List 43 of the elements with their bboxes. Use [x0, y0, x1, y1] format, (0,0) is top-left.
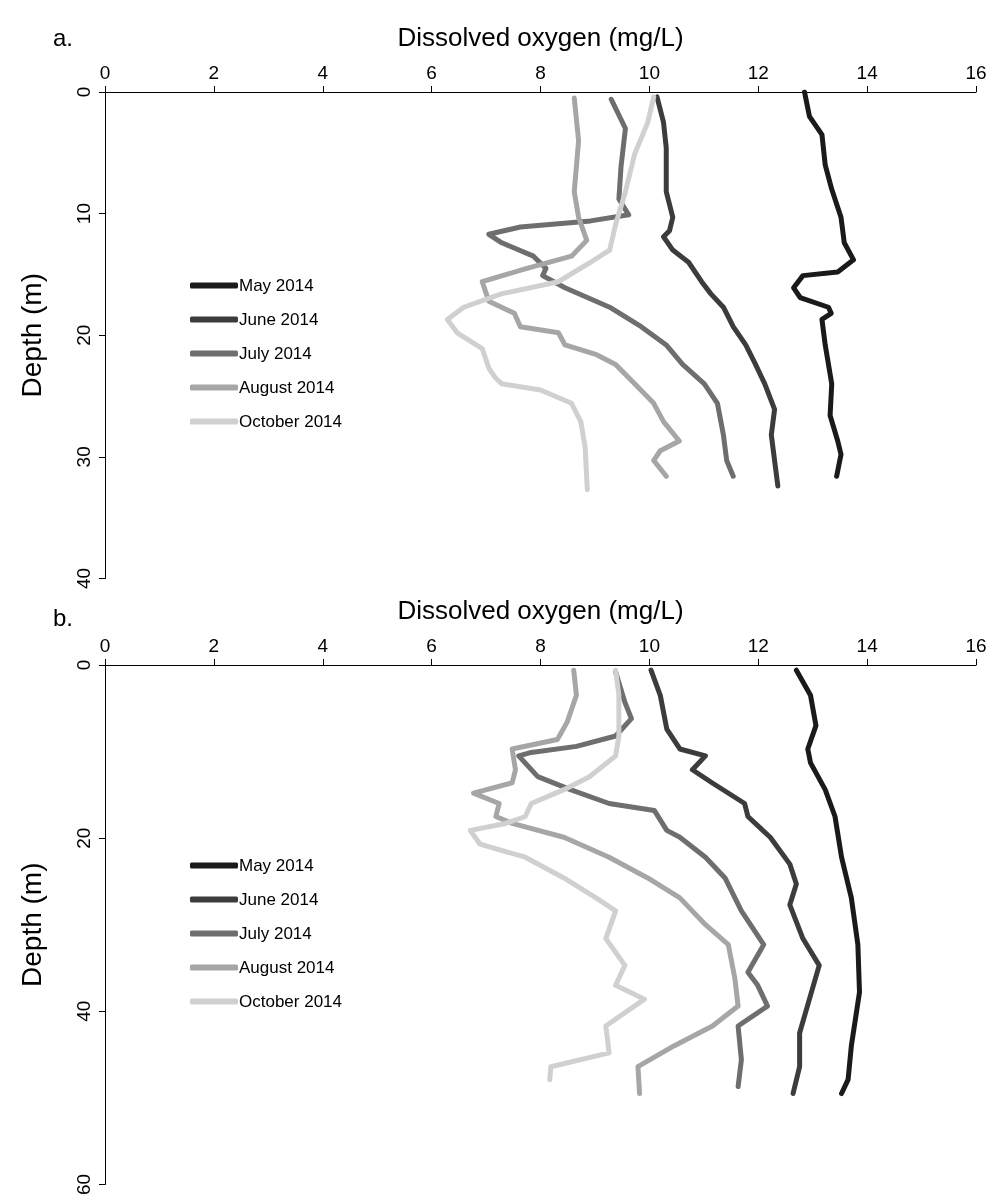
x-tick-label: 14	[856, 62, 879, 83]
legend-label: June 2014	[239, 310, 319, 329]
x-tick-label: 0	[99, 62, 111, 83]
chart-title: b.	[53, 603, 74, 631]
x-tick-label: 12	[747, 635, 769, 656]
x-tick-label: 4	[317, 635, 329, 656]
chart-title: a.	[53, 23, 74, 51]
y-tick-label: 0	[73, 86, 94, 98]
x-tick-label: 0	[99, 635, 111, 656]
x-tick-label: 6	[426, 62, 437, 83]
legend-label: May 2014	[239, 856, 314, 875]
x-tick-label: 8	[535, 635, 546, 656]
x-tick-label: 16	[965, 635, 987, 656]
x-tick-label: 16	[965, 62, 987, 83]
legend-label: May 2014	[239, 276, 314, 295]
y-tick-label: 30	[73, 446, 94, 468]
legend-label: October 2014	[239, 412, 343, 431]
y-tick-label: 20	[73, 324, 94, 346]
y-axis-title: Depth (m)	[15, 272, 47, 398]
legend-label: August 2014	[239, 958, 335, 977]
y-tick-label: 40	[73, 567, 94, 589]
y-tick-label: 0	[73, 659, 94, 671]
legend-label: July 2014	[239, 924, 312, 943]
y-axis-title: Depth (m)	[15, 862, 47, 987]
x-tick-label: 8	[535, 62, 546, 83]
y-tick-label: 10	[73, 203, 94, 225]
x-tick-label: 10	[638, 62, 660, 83]
y-tick-label: 40	[73, 1000, 94, 1022]
x-axis-title: Dissolved oxygen (mg/L)	[397, 22, 684, 52]
x-tick-label: 2	[208, 62, 220, 83]
legend-label: October 2014	[239, 992, 343, 1011]
x-tick-label: 2	[208, 635, 220, 656]
x-tick-label: 6	[426, 635, 437, 656]
x-tick-label: 14	[856, 635, 879, 656]
y-tick-label: 60	[73, 1173, 94, 1195]
legend-label: August 2014	[239, 378, 335, 397]
x-tick-label: 12	[747, 62, 769, 83]
x-tick-label: 4	[317, 62, 329, 83]
legend-label: June 2014	[239, 890, 319, 909]
y-tick-label: 20	[73, 827, 94, 849]
legend-label: July 2014	[239, 344, 312, 363]
x-axis-title: Dissolved oxygen (mg/L)	[397, 595, 684, 625]
x-tick-label: 10	[638, 635, 660, 656]
